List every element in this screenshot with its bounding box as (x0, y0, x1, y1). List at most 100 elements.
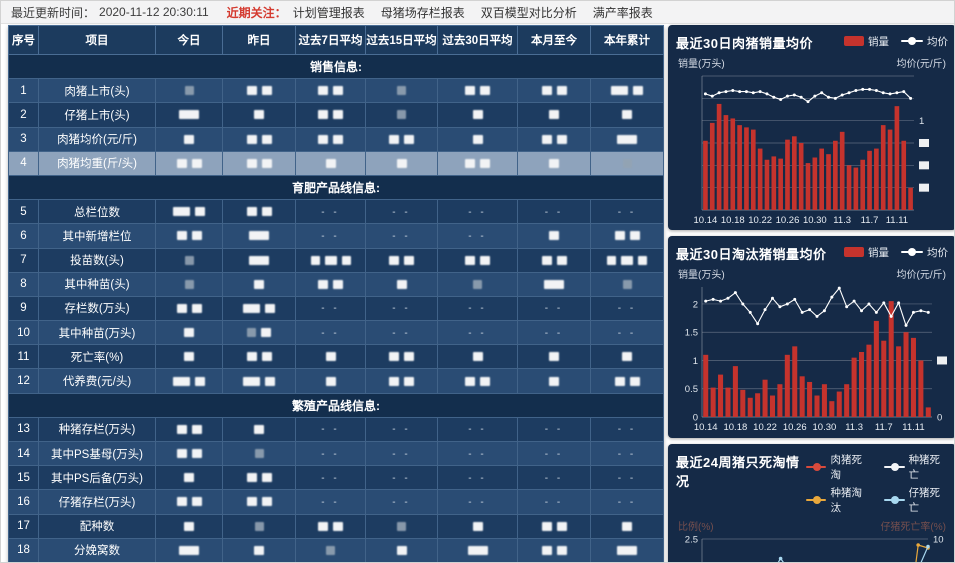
table-row[interactable]: 14 其中PS基母(万头) - -- -- -- -- - (8, 440, 664, 467)
value-cell-redacted (222, 368, 296, 394)
row-label: 其中种苗(万头) (38, 320, 156, 346)
value-cell-redacted (222, 150, 296, 176)
chart1-legend-price[interactable]: 均价 (901, 34, 948, 49)
svg-text:1: 1 (919, 116, 924, 127)
value-cell-redacted (517, 126, 591, 152)
weekly-death-cull-chart[interactable]: 2.510281.56140.5200 (676, 533, 948, 563)
link-sow-farm-report[interactable]: 母猪场存栏报表 (380, 5, 465, 20)
group-header: 繁殖产品线信息: (8, 392, 664, 418)
line-swatch-icon (883, 462, 905, 472)
svg-text:0.5: 0.5 (685, 384, 698, 395)
value-cell-redacted (155, 537, 223, 562)
group-header: 育肥产品线信息: (8, 174, 664, 201)
value-cell-redacted (517, 561, 591, 562)
value-cell-redacted: - - (295, 489, 366, 515)
table-row[interactable]: 13 种猪存栏(万头) - -- -- -- -- - (8, 416, 664, 443)
row-number: 9 (8, 295, 39, 322)
row-number: 17 (8, 513, 39, 539)
svg-text:11.3: 11.3 (833, 215, 851, 226)
table-row[interactable]: 16 仔猪存栏(万头) - -- -- -- -- - (8, 489, 664, 515)
value-cell-redacted: - - (365, 199, 438, 225)
value-cell-redacted (590, 102, 664, 128)
row-number: 5 (8, 199, 39, 225)
pig-sales-price-chart[interactable]: 1 10.14 10.18 10.22 10.26 10.30 11.3 11.7 11.11 (676, 70, 948, 226)
value-cell-redacted (155, 271, 223, 297)
table-row[interactable]: 6 其中新增栏位 - -- -- - (8, 223, 664, 249)
table-row[interactable]: 5 总栏位数 - -- -- -- -- - (8, 199, 664, 225)
value-cell-redacted (222, 320, 296, 346)
value-cell-redacted: - - (437, 465, 518, 491)
row-label: 窝均活仔(头/窝) (38, 561, 156, 562)
col-header: 昨日 (222, 25, 296, 55)
svg-text:10.18: 10.18 (721, 215, 745, 226)
value-cell-redacted: - - (365, 440, 438, 467)
value-cell-redacted (437, 513, 518, 539)
value-cell-redacted: - - (517, 199, 591, 225)
row-label: 种猪存栏(万头) (38, 416, 156, 443)
value-cell-redacted (590, 561, 664, 562)
value-cell-redacted (155, 223, 223, 249)
table-row[interactable]: 3 肉猪均价(元/斤) (8, 126, 664, 152)
value-cell-redacted (590, 537, 664, 562)
table-row[interactable]: 7 投苗数(头) (8, 247, 664, 273)
table-row[interactable]: 4 肉猪均重(斤/头) (8, 150, 664, 176)
value-cell-redacted (222, 102, 296, 128)
table-row[interactable]: 8 其中种苗(头) (8, 271, 664, 297)
value-cell-redacted (222, 489, 296, 515)
row-label: 其中新增栏位 (38, 223, 156, 249)
table-row[interactable]: 11 死亡率(%) (8, 344, 664, 370)
table-row[interactable]: 1 肉猪上市(头) (8, 78, 664, 104)
chart1-legend-sales[interactable]: 销量 (844, 34, 889, 49)
table-row[interactable]: 2 仔猪上市(头) (8, 102, 664, 128)
value-cell-redacted (155, 416, 223, 443)
value-cell-redacted (295, 78, 366, 104)
chart3-title: 最近24周猪只死淘情况 (676, 455, 800, 489)
col-header: 过去7日平均 (295, 25, 366, 55)
value-cell-redacted (222, 416, 296, 443)
table-row[interactable]: 9 存栏数(万头) - -- -- -- -- - (8, 295, 664, 322)
value-cell-redacted: - - (590, 465, 664, 491)
chart-panel-pig-sales-price: 最近30日肉猪销量均价 销量 均价 销量(万头) 均价(元/斤) 1 10.14 1… (668, 25, 954, 230)
value-cell-redacted (517, 78, 591, 104)
value-cell-redacted: - - (365, 489, 438, 515)
value-cell-redacted (295, 513, 366, 539)
table-row[interactable]: 18 分娩窝数 (8, 537, 664, 562)
table-row[interactable]: 17 配种数 (8, 513, 664, 539)
value-cell-redacted (365, 126, 438, 152)
svg-text:10.30: 10.30 (813, 422, 837, 433)
value-cell-redacted: - - (295, 465, 366, 491)
link-model-compare-report[interactable]: 双百模型对比分析 (480, 5, 577, 20)
chart2-legend-price[interactable]: 均价 (901, 245, 948, 260)
value-cell-redacted (155, 513, 223, 539)
value-cell-redacted (365, 271, 438, 297)
table-row[interactable]: 12 代养费(元/头) (8, 368, 664, 394)
legend-item-种猪死亡[interactable]: 种猪死亡 (883, 452, 948, 482)
table-row[interactable]: 19窝均活仔(头/窝) (8, 561, 664, 562)
chart2-legend-sales[interactable]: 销量 (844, 245, 889, 260)
row-label: 其中PS基母(万头) (38, 440, 156, 467)
col-header: 序号 (8, 25, 39, 55)
svg-text:11.11: 11.11 (902, 422, 924, 433)
value-cell-redacted (437, 150, 518, 176)
row-label: 配种数 (38, 513, 156, 539)
table-row[interactable]: 15 其中PS后备(万头) - -- -- -- -- - (8, 465, 664, 491)
value-cell-redacted (295, 561, 366, 562)
value-cell-redacted (517, 150, 591, 176)
value-cell-redacted (437, 271, 518, 297)
row-label: 死亡率(%) (38, 344, 156, 370)
svg-text:10.22: 10.22 (753, 422, 777, 433)
link-plan-report[interactable]: 计划管理报表 (292, 5, 365, 20)
legend-item-仔猪死亡[interactable]: 仔猪死亡 (883, 485, 948, 515)
value-cell-redacted: - - (590, 416, 664, 443)
value-cell-redacted: - - (437, 320, 518, 346)
cull-pig-sales-price-chart[interactable]: 21.510.50 010.14 10.18 10.22 10.26 10.30 11.3 1… (676, 281, 948, 433)
row-number: 13 (8, 416, 39, 443)
chart2-yaxis-right-label: 均价(元/斤) (896, 270, 946, 281)
svg-text:10.14: 10.14 (694, 422, 718, 433)
legend-item-肉猪死淘[interactable]: 肉猪死淘 (805, 452, 870, 482)
table-row[interactable]: 10 其中种苗(万头) - -- -- -- -- - (8, 320, 664, 346)
value-cell-redacted: - - (590, 489, 664, 515)
legend-item-种猪淘汰[interactable]: 种猪淘汰 (805, 485, 870, 515)
link-full-capacity-report[interactable]: 满产率报表 (592, 5, 653, 20)
row-number: 12 (8, 368, 39, 394)
